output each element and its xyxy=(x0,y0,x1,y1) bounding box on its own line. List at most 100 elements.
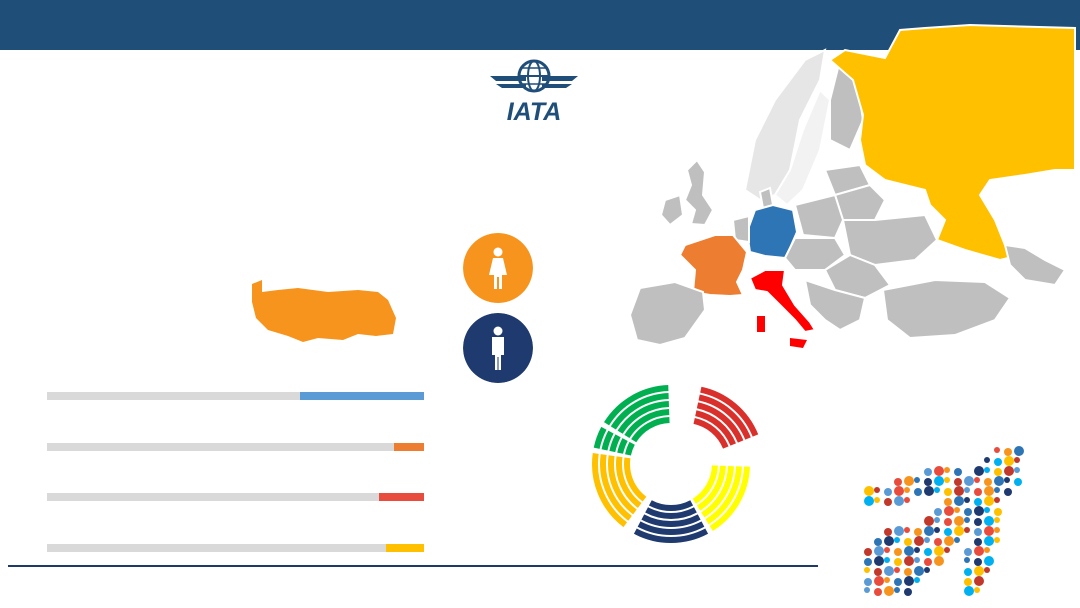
mosaic-dot xyxy=(1004,456,1014,466)
mosaic-dot xyxy=(924,516,934,526)
map-poland xyxy=(793,193,845,240)
donut-arc xyxy=(633,528,709,543)
mosaic-dot xyxy=(914,577,920,583)
mosaic-dot xyxy=(874,568,882,576)
mosaic-dot xyxy=(1014,446,1024,456)
donut-arc xyxy=(696,402,744,443)
mosaic-dot xyxy=(894,578,902,586)
mosaic-dot xyxy=(934,538,942,546)
map-italy xyxy=(748,269,817,334)
mosaic-dot xyxy=(1014,478,1022,486)
bar-fill xyxy=(393,443,424,451)
mosaic-dot xyxy=(964,517,970,523)
mosaic-dot xyxy=(894,548,902,556)
map-czech-austria xyxy=(783,237,847,271)
mosaic-dot xyxy=(864,567,870,573)
mosaic-dot xyxy=(874,497,880,503)
mosaic-dot xyxy=(954,526,964,536)
mosaic-dot xyxy=(954,516,964,526)
map-iberia xyxy=(628,280,707,347)
bar-row xyxy=(47,493,424,501)
mosaic-dot xyxy=(994,487,1000,493)
donut-arc xyxy=(692,465,718,504)
mosaic-dot xyxy=(964,476,974,486)
mosaic-dot xyxy=(894,526,904,536)
mosaic-dot xyxy=(864,578,872,586)
mosaic-dot xyxy=(934,466,944,476)
mosaic-dot xyxy=(974,477,980,483)
donut-arc xyxy=(695,410,736,446)
mosaic-dot xyxy=(864,486,874,496)
mosaic-dot xyxy=(964,578,972,586)
mosaic-dot xyxy=(864,548,872,556)
mosaic-dot xyxy=(974,587,980,593)
mosaic-dot xyxy=(934,527,940,533)
mosaic-dot xyxy=(884,547,890,553)
europe-map xyxy=(628,23,1076,348)
mosaic-dot xyxy=(974,546,984,556)
mosaic-dot xyxy=(894,478,902,486)
bar-row xyxy=(47,443,424,451)
donut-arc xyxy=(600,454,632,521)
donut-arc xyxy=(617,438,628,454)
mosaic-dot xyxy=(874,588,882,596)
iata-wordmark: IATA xyxy=(507,98,562,124)
mosaic-dot xyxy=(884,566,894,576)
mosaic-dot xyxy=(974,576,984,586)
mosaic-dot xyxy=(964,568,972,576)
donut-arc xyxy=(617,401,670,434)
donut-arc xyxy=(645,507,697,519)
mosaic-dot xyxy=(874,556,884,566)
mosaic-dot xyxy=(874,487,880,493)
mosaic-dot xyxy=(914,547,920,553)
donut-arc xyxy=(701,465,734,518)
mosaic-dot xyxy=(974,538,982,546)
mosaic-dot xyxy=(874,576,884,586)
mosaic-dot xyxy=(904,497,910,503)
mosaic-dot xyxy=(924,486,934,496)
donut-arc xyxy=(610,393,669,430)
mosaic-dot xyxy=(994,476,1004,486)
mosaic-dot xyxy=(984,507,990,513)
mosaic-dot xyxy=(914,477,920,483)
mosaic-dot xyxy=(944,498,952,506)
donut-arc xyxy=(592,453,628,528)
mosaic-dot xyxy=(984,547,990,553)
mosaic-dot xyxy=(984,467,990,473)
mosaic-dot xyxy=(934,508,942,516)
mosaic-dot xyxy=(904,527,910,533)
mosaic-dot xyxy=(1004,466,1014,476)
mosaic-dot xyxy=(894,537,900,543)
donut-arc xyxy=(616,456,642,508)
mosaic-dot xyxy=(954,478,962,486)
mosaic-dot xyxy=(994,508,1002,516)
segmented-donut xyxy=(592,385,759,543)
donut-arc xyxy=(693,418,729,449)
donut-arc xyxy=(696,465,726,511)
mosaic-dot xyxy=(994,537,1000,543)
mosaic-dot xyxy=(894,567,900,573)
mosaic-dot xyxy=(934,517,940,523)
mosaic-dot xyxy=(934,546,944,556)
map-sicily xyxy=(790,338,807,348)
donut-arc xyxy=(601,430,614,451)
donut-arc xyxy=(604,385,669,426)
mosaic-dot xyxy=(974,506,984,516)
donut-arc xyxy=(609,434,621,453)
bar-row xyxy=(47,544,424,552)
mosaic-dot xyxy=(1004,477,1010,483)
bar-fill xyxy=(378,493,424,501)
male-person-icon xyxy=(463,313,533,383)
mosaic-dot xyxy=(944,528,952,536)
map-anatolia xyxy=(881,278,1012,340)
donut-arc xyxy=(624,409,670,439)
mosaic-dot xyxy=(924,468,932,476)
donut-arc xyxy=(637,521,705,535)
mosaic-dot xyxy=(984,556,994,566)
mosaic-dot xyxy=(904,556,914,566)
map-caucasus xyxy=(1003,243,1067,287)
donut-arc xyxy=(698,394,751,440)
mosaic-dot xyxy=(964,548,972,556)
mosaic-dot xyxy=(954,496,964,506)
mosaic-dot xyxy=(974,466,984,476)
